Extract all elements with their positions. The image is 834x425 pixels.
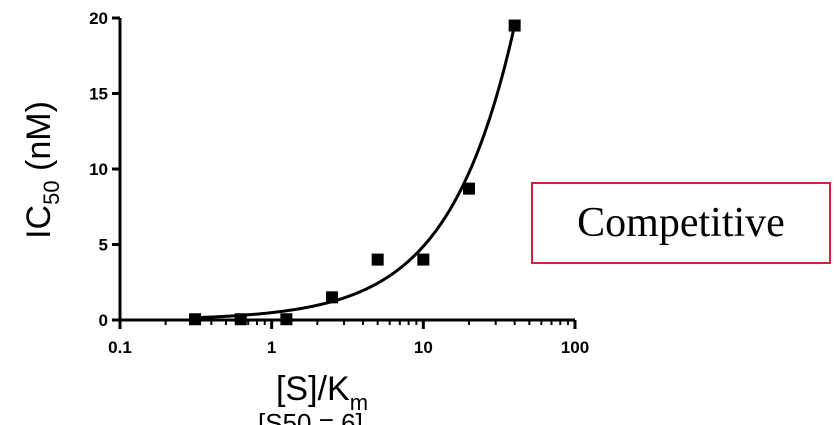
cutoff-caption: [S50 = 6]	[258, 410, 363, 425]
data-points	[189, 19, 521, 326]
x-tick-label: 10	[414, 338, 433, 357]
x-tick-label: 1	[267, 338, 276, 357]
legend-box: Competitive	[531, 182, 831, 264]
y-axis-title: IC50 (nM)	[20, 101, 64, 239]
x-tick-label: 100	[561, 338, 589, 357]
fit-curve	[192, 24, 517, 320]
data-point	[189, 313, 202, 326]
y-tick-label: 0	[99, 311, 108, 330]
x-tick-label: 0.1	[108, 338, 132, 357]
legend-label: Competitive	[577, 200, 785, 246]
data-point	[462, 182, 475, 195]
data-point	[326, 291, 339, 304]
axes: 0 5 10 15 20 0.1 1 10 100	[89, 9, 589, 357]
x-axis-title: [S]/Km	[276, 370, 368, 415]
y-tick-label: 15	[89, 85, 108, 104]
y-tick-label: 10	[89, 160, 108, 179]
y-tick-label: 20	[89, 9, 108, 28]
data-point	[234, 313, 247, 326]
data-point	[417, 253, 430, 266]
data-point	[371, 253, 384, 266]
y-tick-label: 5	[99, 236, 108, 255]
data-point	[508, 19, 521, 32]
data-point	[280, 313, 293, 326]
